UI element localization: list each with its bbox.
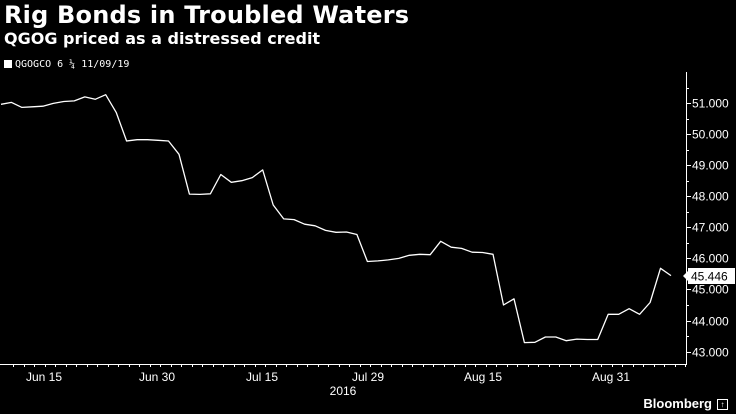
y-tick-label: 45.000: [692, 283, 729, 297]
y-tick-label: 49.000: [692, 159, 729, 173]
y-tick-label: 47.000: [692, 221, 729, 235]
legend-swatch: [4, 60, 12, 68]
y-tick-label: 48.000: [692, 190, 729, 204]
x-tick-label: Jul 15: [246, 370, 278, 384]
legend-label: QGOGCO 6 ¼ 11/09/19: [15, 58, 130, 70]
y-tick-label: 50.000: [692, 128, 729, 142]
bloomberg-logo: Bloomberg: [643, 396, 712, 411]
bloomberg-chart-icon: ↑: [717, 399, 728, 410]
last-value-badge-pointer: [683, 271, 688, 281]
x-tick-label: Jun 30: [139, 370, 175, 384]
y-tick-label: 46.000: [692, 252, 729, 266]
y-tick-label: 44.000: [692, 315, 729, 329]
last-value-badge: [688, 268, 735, 284]
y-tick-label: 43.000: [692, 346, 729, 360]
x-tick-label: Aug 15: [464, 370, 502, 384]
chart-subtitle: QGOG priced as a distressed credit: [4, 29, 321, 48]
x-axis-label: 2016: [330, 384, 357, 398]
last-value-label: 45.446: [691, 270, 728, 284]
series-line: [0, 94, 672, 344]
x-tick-label: Jul 29: [352, 370, 384, 384]
y-tick-label: 51.000: [692, 97, 729, 111]
x-tick-label: Jun 15: [26, 370, 62, 384]
chart-title: Rig Bonds in Troubled Waters: [4, 1, 410, 29]
x-tick-label: Aug 31: [592, 370, 630, 384]
legend: QGOGCO 6 ¼ 11/09/19: [4, 57, 129, 71]
